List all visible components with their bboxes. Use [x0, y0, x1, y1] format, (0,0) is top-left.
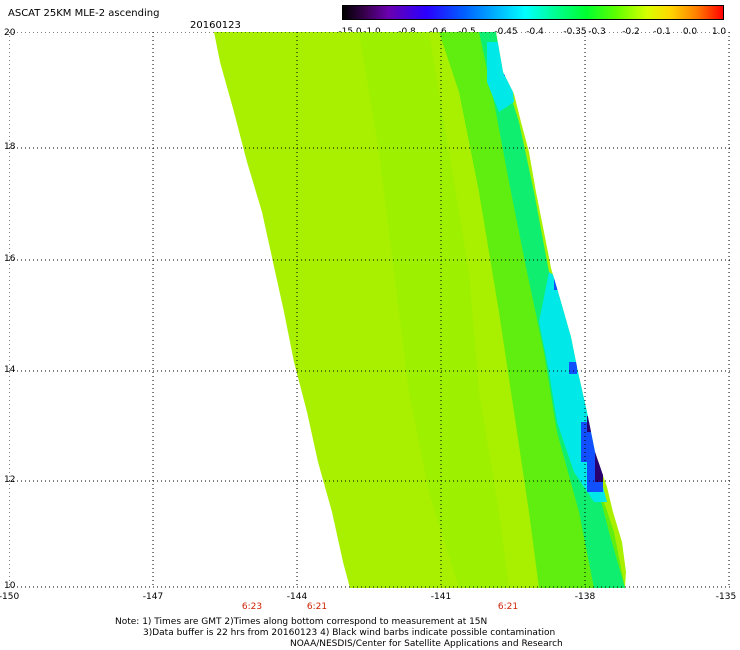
- colorbar-label: -0.2: [622, 27, 640, 37]
- lon-label: -150: [0, 592, 20, 602]
- dark-purple-cell: [595, 452, 603, 482]
- product-title: ASCAT 25KM MLE-2 ascending: [8, 8, 160, 19]
- blue-cell: [569, 362, 577, 374]
- blue-cell: [504, 62, 512, 76]
- lat-label: 12: [4, 475, 16, 485]
- lat-label: 16: [4, 254, 16, 264]
- time-label: 6:21: [306, 602, 328, 612]
- lat-label: 20: [4, 28, 16, 38]
- lon-label: -144: [286, 592, 308, 602]
- blue-cell: [554, 268, 562, 290]
- time-label: 6:21: [497, 602, 519, 612]
- scatterometer-swath: [214, 32, 626, 588]
- note-line-1: Note: 1) Times are GMT 2)Times along bot…: [115, 617, 488, 627]
- lon-label: -138: [574, 592, 596, 602]
- dark-purple-cell: [587, 416, 595, 432]
- time-label: 6:23: [241, 602, 263, 612]
- lat-label: 18: [4, 142, 16, 152]
- colorbar-label: -0.35: [563, 27, 587, 37]
- note-line-2: 3)Data buffer is 22 hrs from 20160123 4)…: [143, 628, 556, 638]
- swath-moderate-band: [359, 32, 509, 588]
- wind-speed-map: [9, 32, 730, 588]
- colorbar-label: 1.0: [711, 27, 727, 37]
- note-line-3: NOAA/NESDIS/Center for Satellite Applica…: [290, 639, 563, 649]
- lat-label: 10: [4, 581, 16, 591]
- colorbar-label: -0.4: [526, 27, 544, 37]
- product-date: 20160123: [190, 20, 241, 31]
- lon-label: -135: [715, 592, 737, 602]
- lon-label: -141: [430, 592, 452, 602]
- lat-label: 14: [4, 365, 16, 375]
- graticule: [9, 32, 730, 588]
- color-scale-bar: [342, 5, 724, 20]
- lon-label: -147: [142, 592, 164, 602]
- cyan-patch-north: [487, 42, 514, 112]
